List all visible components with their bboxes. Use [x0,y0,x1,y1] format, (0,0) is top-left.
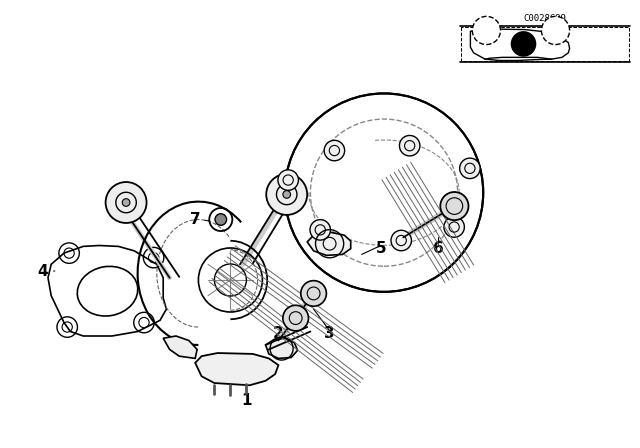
Circle shape [278,170,298,190]
Polygon shape [48,246,166,336]
Circle shape [541,17,570,44]
Circle shape [391,230,412,251]
Text: 2: 2 [273,326,284,341]
Circle shape [460,158,480,179]
Circle shape [301,280,326,306]
Text: 4: 4 [38,263,48,279]
Polygon shape [163,336,197,358]
Circle shape [324,140,344,161]
Polygon shape [195,353,278,385]
Text: 7: 7 [190,212,200,227]
Circle shape [283,305,308,331]
Text: 1: 1 [241,393,252,409]
Circle shape [310,220,330,240]
Circle shape [285,94,483,292]
Text: 6: 6 [433,241,444,256]
Circle shape [440,192,468,220]
Text: 3: 3 [324,326,335,341]
Polygon shape [307,232,351,255]
Text: 5: 5 [376,241,386,256]
Circle shape [266,174,307,215]
Circle shape [399,135,420,156]
Polygon shape [470,29,570,60]
Circle shape [472,17,500,44]
Circle shape [215,214,227,225]
Circle shape [444,217,465,237]
Text: C0028699: C0028699 [524,14,567,23]
Circle shape [283,190,291,198]
Polygon shape [266,338,298,358]
Circle shape [511,31,536,57]
Circle shape [122,198,130,207]
Circle shape [106,182,147,223]
